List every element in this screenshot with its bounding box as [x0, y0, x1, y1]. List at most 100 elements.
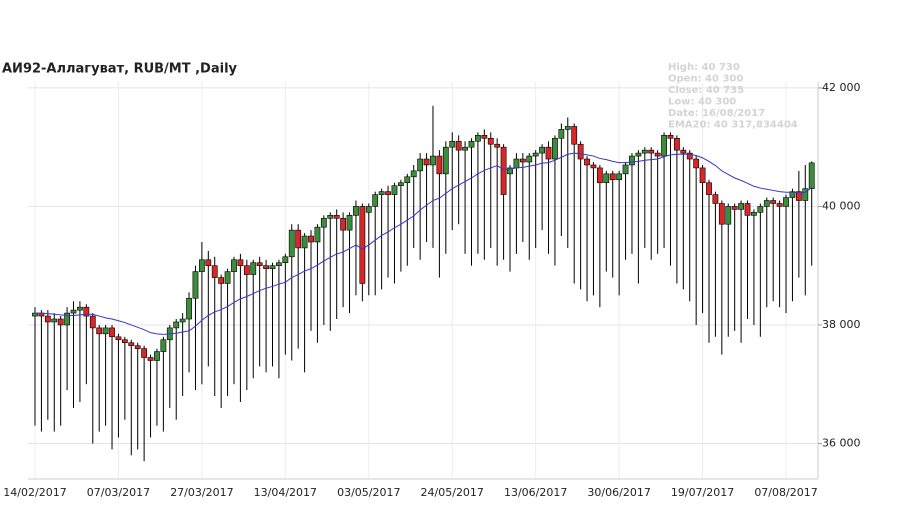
candle-body: [571, 126, 578, 145]
candle-body: [250, 262, 257, 275]
candle-body: [635, 152, 642, 157]
candle-body: [712, 194, 719, 204]
candle-body: [661, 135, 667, 157]
candle-body: [115, 336, 122, 341]
candle-body: [70, 309, 77, 314]
tooltip-line: Date: 16/08/2017: [668, 108, 765, 119]
candle-body: [263, 265, 269, 269]
candle-body: [224, 271, 231, 284]
candle-body: [269, 265, 276, 269]
candle-body: [763, 200, 770, 207]
candle-body: [693, 158, 700, 169]
candle-body: [751, 212, 757, 216]
candle-body: [186, 297, 192, 320]
x-tick-label: 07/08/2017: [754, 486, 817, 499]
candle-body: [404, 176, 411, 184]
candle-body: [301, 235, 308, 249]
candle-body: [288, 229, 295, 258]
candle-body: [539, 146, 546, 154]
candle-body: [455, 140, 462, 151]
x-tick-label: 24/05/2017: [421, 486, 484, 499]
tooltip-line: Open: 40 300: [668, 74, 743, 85]
candle-body: [77, 306, 83, 311]
candle-body: [654, 152, 661, 157]
y-tick-label: 40 000: [822, 199, 861, 212]
candle-body: [353, 206, 359, 216]
candle-body: [532, 152, 539, 157]
x-tick-label: 13/06/2017: [504, 486, 567, 499]
candle-body: [648, 149, 655, 154]
candle-body: [500, 146, 507, 195]
candle-body: [629, 155, 635, 166]
candle-body: [282, 256, 289, 264]
candle-body: [276, 262, 282, 266]
x-tick-label: 03/05/2017: [337, 486, 400, 499]
candle-body: [609, 173, 616, 181]
candle-body: [462, 146, 468, 151]
candle-body: [134, 345, 141, 349]
candle-body: [731, 206, 738, 210]
candle-body: [744, 203, 751, 216]
candle-body: [795, 191, 802, 201]
candle-body: [494, 143, 501, 148]
candle-body: [218, 277, 225, 284]
x-tick-label: 14/02/2017: [3, 486, 66, 499]
candle-body: [314, 226, 321, 243]
candle-body: [57, 318, 64, 326]
candle-body: [430, 155, 436, 166]
tooltip-line: Close: 40 735: [668, 85, 744, 96]
candle-body: [673, 137, 680, 151]
candle-body: [757, 206, 764, 213]
candle-body: [706, 182, 712, 195]
candle-body: [449, 140, 456, 148]
y-tick-label: 36 000: [822, 436, 861, 449]
tooltip-line: High: 40 730: [668, 62, 740, 73]
candle-body: [121, 339, 128, 344]
x-tick-label: 30/06/2017: [587, 486, 650, 499]
candle-body: [417, 158, 424, 172]
candle-body: [160, 339, 167, 352]
candle-body: [198, 259, 205, 272]
candle-body: [590, 164, 597, 169]
candle-body: [192, 271, 199, 299]
candle-body: [385, 191, 391, 195]
candle-body: [552, 137, 558, 160]
candle-body: [519, 158, 526, 163]
y-tick-label: 38 000: [822, 318, 861, 331]
candle-body: [410, 170, 417, 178]
candle-body: [83, 306, 90, 317]
candle-body: [179, 318, 186, 323]
candle-body: [667, 135, 674, 139]
candle-body: [622, 164, 629, 175]
candle-body: [423, 158, 430, 166]
tooltip-line: EMA20: 40 317,834404: [668, 120, 798, 131]
candle-body: [776, 203, 783, 207]
x-tick-label: 07/03/2017: [87, 486, 150, 499]
candle-body: [327, 215, 334, 219]
y-tick-label: 42 000: [822, 81, 861, 94]
candle-body: [603, 173, 610, 184]
candle-body: [783, 197, 789, 207]
candle-body: [442, 146, 449, 175]
candle-body: [359, 206, 366, 284]
x-tick-label: 13/04/2017: [254, 486, 317, 499]
candle-body: [802, 188, 809, 201]
candle-body: [564, 126, 571, 130]
candle-body: [738, 203, 744, 210]
candle-body: [468, 140, 475, 148]
candle-body: [718, 203, 725, 225]
candle-body: [397, 182, 404, 186]
candle-body: [770, 200, 777, 204]
candle-body: [89, 315, 96, 329]
candle-body: [109, 327, 115, 338]
candle-body: [320, 217, 327, 228]
candle-body: [526, 155, 533, 163]
candle-body: [686, 152, 693, 160]
candle-body: [699, 167, 706, 184]
candle-body: [237, 259, 244, 266]
candle-body: [211, 265, 218, 278]
candle-body: [231, 259, 237, 272]
candle-body: [128, 342, 135, 346]
candle-body: [64, 312, 70, 326]
tooltip-line: Low: 40 300: [668, 97, 736, 108]
